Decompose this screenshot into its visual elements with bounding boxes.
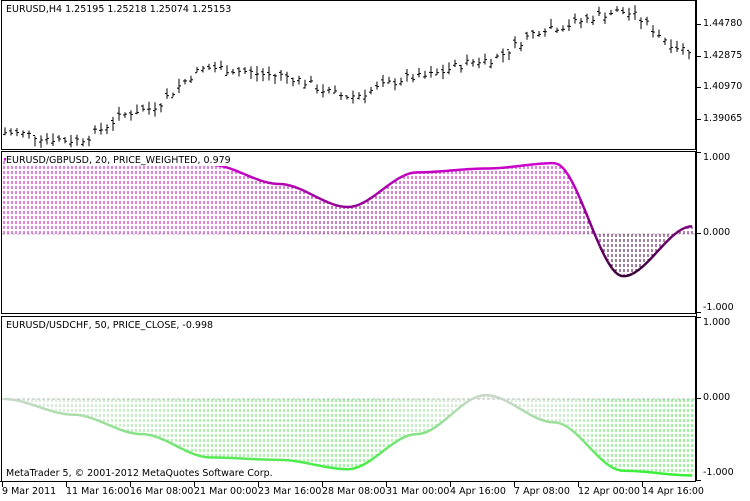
- y-label: 0.000: [703, 392, 730, 403]
- price-axis[interactable]: 1.44780 1.42875 1.40970 1.39065 1.000 0.…: [696, 0, 750, 481]
- y-label: 1.000: [703, 152, 730, 163]
- x-label: 11 Mar 16:00: [66, 486, 129, 497]
- x-label: 9 Mar 2011: [2, 486, 56, 497]
- indicator2-title: EURUSD/USDCHF, 50, PRICE_CLOSE, -0.998: [6, 320, 215, 331]
- indicator1-plot: [2, 152, 697, 315]
- y-label: 0.000: [703, 227, 730, 238]
- x-label: 16 Mar 08:00: [130, 486, 193, 497]
- x-label: 21 Mar 00:00: [194, 486, 257, 497]
- x-label: 28 Mar 08:00: [322, 486, 385, 497]
- x-label: 7 Apr 08:00: [514, 486, 570, 497]
- copyright-text: MetaTrader 5, © 2001-2012 MetaQuotes Sof…: [6, 468, 273, 479]
- x-label: 23 Mar 16:00: [258, 486, 321, 497]
- indicator1-title: EURUSD/GBPUSD, 20, PRICE_WEIGHTED, 0.979: [6, 155, 233, 166]
- ohlc-bars: [2, 1, 697, 151]
- indicator2-panel[interactable]: EURUSD/USDCHF, 50, PRICE_CLOSE, -0.998 M…: [1, 316, 696, 482]
- price-chart-panel[interactable]: EURUSD,H4 1.25195 1.25218 1.25074 1.2515…: [1, 0, 696, 150]
- indicator1-panel[interactable]: EURUSD/GBPUSD, 20, PRICE_WEIGHTED, 0.979: [1, 151, 696, 314]
- y-label: 1.44780: [703, 18, 742, 29]
- y-label: 1.42875: [703, 50, 742, 61]
- y-label: 1.39065: [703, 113, 742, 124]
- y-label: -1.000: [703, 302, 734, 313]
- x-label: 14 Apr 16:00: [642, 486, 704, 497]
- x-label: 31 Mar 00:00: [386, 486, 449, 497]
- y-label: -1.000: [703, 467, 734, 478]
- y-label: 1.40970: [703, 81, 742, 92]
- time-axis[interactable]: 9 Mar 2011 11 Mar 16:00 16 Mar 08:00 21 …: [0, 481, 696, 501]
- y-label: 1.000: [703, 317, 730, 328]
- price-chart-title: EURUSD,H4 1.25195 1.25218 1.25074 1.2515…: [6, 4, 233, 15]
- x-label: 4 Apr 16:00: [450, 486, 506, 497]
- indicator2-plot: [2, 317, 697, 483]
- x-label: 12 Apr 00:00: [578, 486, 640, 497]
